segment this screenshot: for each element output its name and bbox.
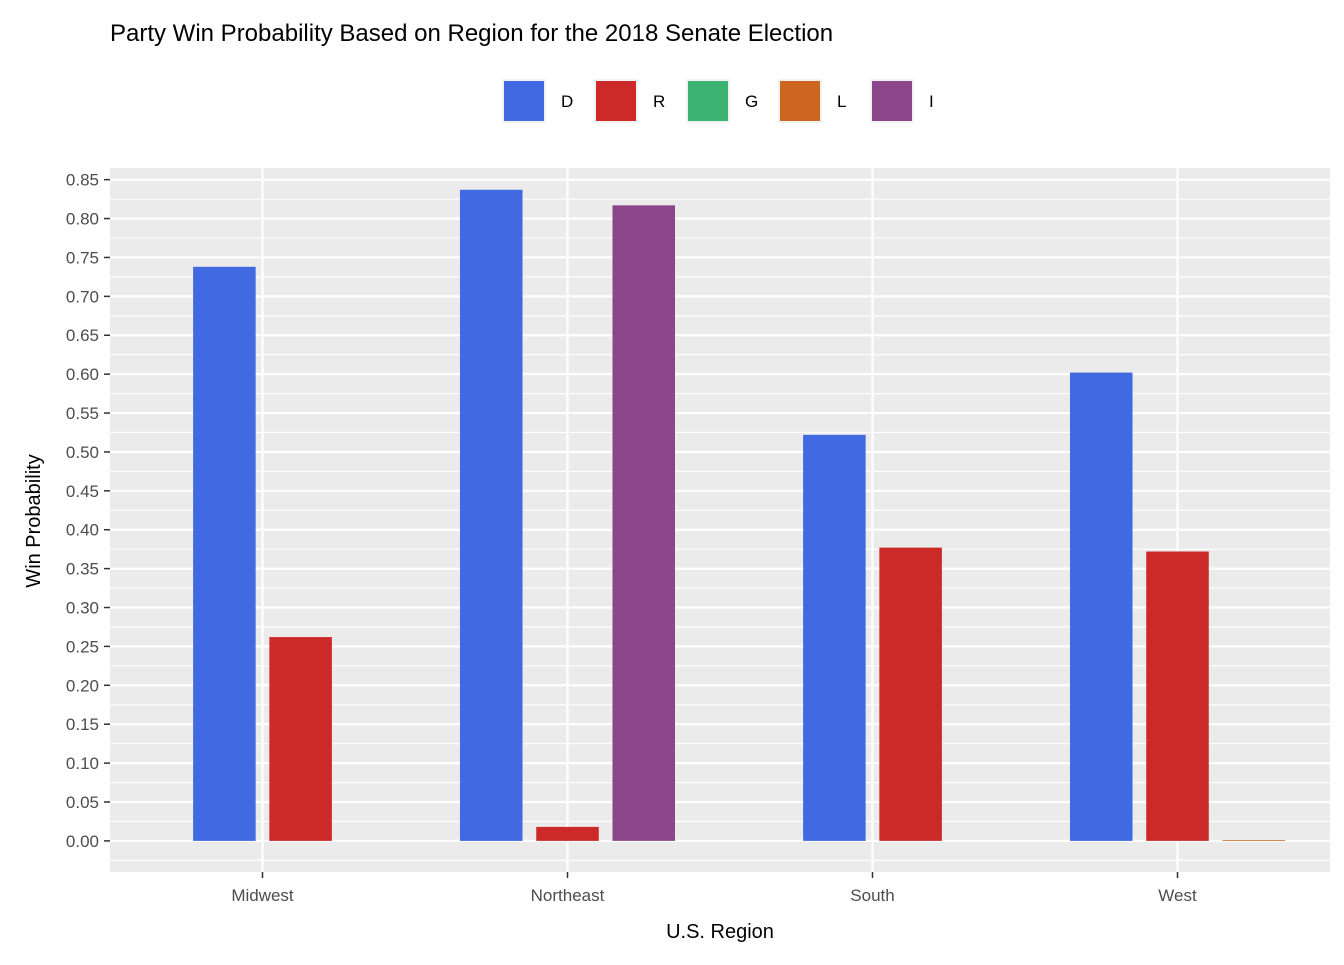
legend-swatch-i bbox=[872, 81, 912, 121]
y-tick-label: 0.25 bbox=[66, 637, 99, 656]
y-tick-label: 0.35 bbox=[66, 560, 99, 579]
x-axis: Midwest Northeast South West bbox=[231, 872, 1197, 905]
y-tick-label: 0.70 bbox=[66, 287, 99, 306]
y-tick-label: 0.85 bbox=[66, 171, 99, 190]
bar-northeast-d bbox=[459, 189, 523, 841]
legend-swatch-d bbox=[504, 81, 544, 121]
legend-label-d: D bbox=[561, 92, 573, 111]
x-axis-label: U.S. Region bbox=[666, 921, 774, 943]
x-tick-label: South bbox=[850, 886, 894, 905]
y-tick-label: 0.45 bbox=[66, 482, 99, 501]
bar-west-d bbox=[1069, 372, 1133, 841]
bar-midwest-d bbox=[193, 266, 256, 841]
y-tick-label: 0.60 bbox=[66, 365, 99, 384]
bar-south-r bbox=[879, 547, 942, 841]
bars bbox=[193, 189, 1286, 841]
bar-northeast-i bbox=[612, 205, 676, 841]
x-tick-label: Midwest bbox=[231, 886, 294, 905]
bar-south-d bbox=[803, 434, 866, 841]
bar-west-r bbox=[1146, 551, 1209, 841]
y-axis-label: Win Probability bbox=[23, 454, 45, 587]
bar-northeast-r bbox=[536, 826, 599, 841]
x-tick-label: Northeast bbox=[531, 886, 605, 905]
y-tick-label: 0.55 bbox=[66, 404, 99, 423]
y-tick-label: 0.05 bbox=[66, 793, 99, 812]
y-tick-label: 0.00 bbox=[66, 832, 99, 851]
legend-swatch-g bbox=[688, 81, 728, 121]
y-tick-label: 0.10 bbox=[66, 754, 99, 773]
legend-label-g: G bbox=[745, 92, 758, 111]
legend-label-i: I bbox=[929, 92, 934, 111]
y-tick-label: 0.15 bbox=[66, 715, 99, 734]
y-tick-label: 0.50 bbox=[66, 443, 99, 462]
y-tick-label: 0.20 bbox=[66, 676, 99, 695]
bar-midwest-r bbox=[269, 637, 332, 841]
y-tick-label: 0.75 bbox=[66, 248, 99, 267]
y-axis: 0.00 0.05 0.10 0.15 0.20 0.25 0.30 0.35 0.40 0.45… bbox=[66, 171, 110, 851]
y-tick-label: 0.65 bbox=[66, 326, 99, 345]
legend-label-l: L bbox=[837, 92, 846, 111]
y-tick-label: 0.40 bbox=[66, 521, 99, 540]
legend-swatch-r bbox=[596, 81, 636, 121]
y-tick-label: 0.80 bbox=[66, 210, 99, 229]
legend-label-r: R bbox=[653, 92, 665, 111]
legend-swatch-l bbox=[780, 81, 820, 121]
bar-west-l bbox=[1222, 840, 1286, 841]
x-tick-label: West bbox=[1158, 886, 1197, 905]
chart-title: Party Win Probability Based on Region fo… bbox=[110, 20, 833, 47]
y-tick-label: 0.30 bbox=[66, 599, 99, 618]
